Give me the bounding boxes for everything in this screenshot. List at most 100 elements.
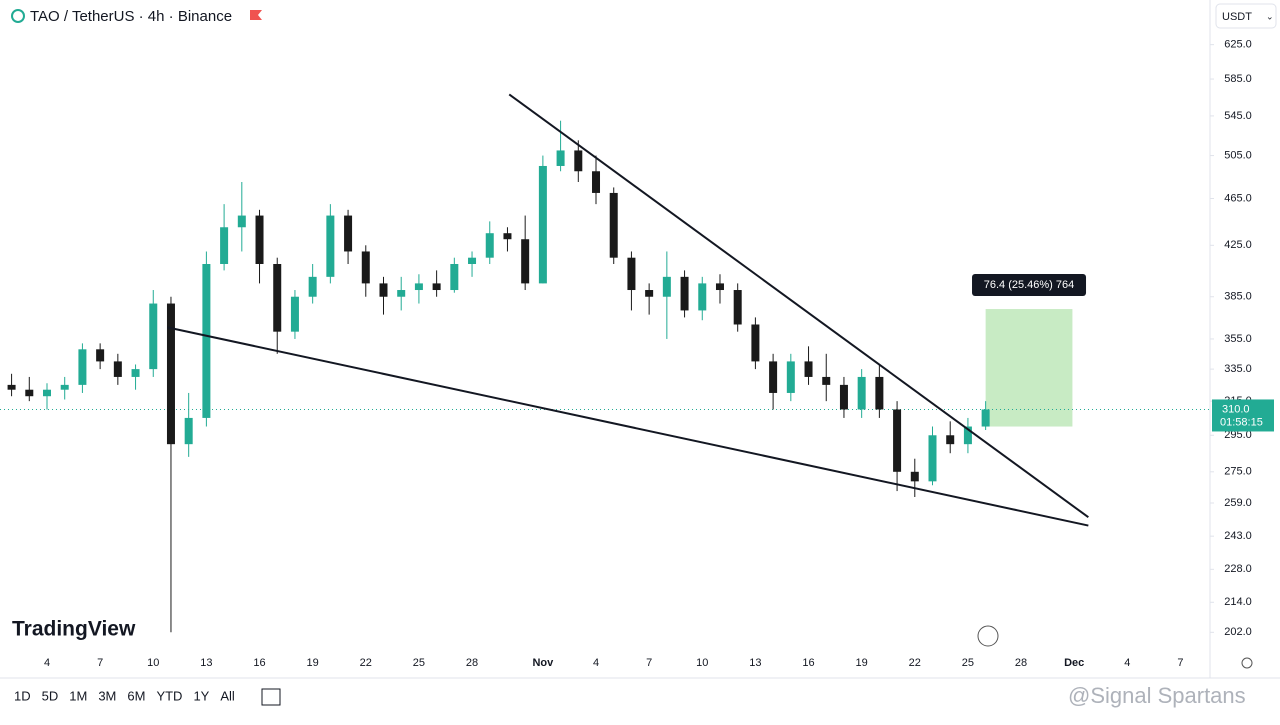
candle-body xyxy=(397,290,406,297)
candle-body xyxy=(485,233,494,258)
range-button[interactable]: 3M xyxy=(98,688,116,703)
candle-body xyxy=(43,389,51,397)
x-tick-label: 25 xyxy=(413,657,425,669)
x-tick-label: 7 xyxy=(1177,657,1183,669)
candle-body xyxy=(113,361,122,377)
candle-body xyxy=(255,215,264,265)
y-tick-label: 355.0 xyxy=(1224,333,1252,345)
candle-body xyxy=(839,384,848,410)
candle-body xyxy=(645,290,654,297)
range-button[interactable]: 6M xyxy=(127,688,145,703)
candle-body xyxy=(361,251,370,284)
candle-body xyxy=(25,389,34,397)
candle-body xyxy=(78,349,87,385)
x-tick-label: 13 xyxy=(200,657,212,669)
candle-body xyxy=(7,384,16,390)
candle-body xyxy=(503,233,512,240)
x-tick-label: 4 xyxy=(44,657,50,669)
range-label: 76.4 (25.46%) 764 xyxy=(984,279,1075,291)
candle-body xyxy=(237,215,246,228)
date-range-icon[interactable] xyxy=(261,688,281,706)
candle-body xyxy=(574,150,583,172)
range-label-bg xyxy=(972,274,1087,297)
candle-body xyxy=(432,283,441,291)
x-tick-label: 4 xyxy=(593,657,599,669)
x-tick-label: 10 xyxy=(147,657,159,669)
currency-button[interactable] xyxy=(1215,3,1277,29)
range-button[interactable]: All xyxy=(220,688,235,703)
y-tick-label: 545.0 xyxy=(1224,110,1252,122)
range-button[interactable]: 5D xyxy=(42,688,59,703)
candle-body xyxy=(379,283,388,297)
watermark-overlay: @Signal Spartans xyxy=(1068,683,1246,708)
candle-body xyxy=(822,376,831,385)
last-price-bg xyxy=(1212,399,1274,432)
x-tick-label: 16 xyxy=(253,657,265,669)
candle-body xyxy=(662,276,671,297)
x-tick-label: 22 xyxy=(360,657,372,669)
flag-icon[interactable] xyxy=(250,10,262,20)
x-tick-label: 10 xyxy=(696,657,708,669)
y-tick-label: 228.0 xyxy=(1224,563,1252,575)
candle-body xyxy=(857,376,866,410)
candle-body xyxy=(946,435,955,445)
candle-body xyxy=(910,471,919,482)
candle-body xyxy=(308,276,317,297)
trendline xyxy=(167,326,1089,527)
candle-body xyxy=(680,276,689,311)
candle-body xyxy=(928,435,937,482)
candle-body xyxy=(804,361,813,377)
watermark-logo: TradingView xyxy=(12,618,136,641)
y-tick-label: 625.0 xyxy=(1224,39,1252,51)
candle-body xyxy=(96,349,105,362)
candle-body xyxy=(715,283,724,291)
candle-body xyxy=(627,257,636,291)
x-tick-label: 28 xyxy=(466,657,478,669)
candle-body xyxy=(414,283,423,291)
countdown: 01:58:15 xyxy=(1220,416,1263,428)
candle-body xyxy=(733,290,742,325)
y-tick-label: 335.0 xyxy=(1224,363,1252,375)
candle-body xyxy=(184,417,193,445)
chevron: ⌄ xyxy=(1266,11,1274,21)
candle-body xyxy=(326,215,335,277)
candle-body xyxy=(273,264,282,332)
x-tick-label: 16 xyxy=(802,657,814,669)
candle-body xyxy=(450,264,459,291)
y-tick-label: 243.0 xyxy=(1224,530,1252,542)
candle-body xyxy=(609,192,618,258)
x-tick-label: 28 xyxy=(1015,657,1027,669)
candle-body xyxy=(538,165,547,284)
range-button[interactable]: YTD xyxy=(156,688,182,703)
currency-label[interactable]: USDT xyxy=(1222,11,1252,23)
y-tick-label: 425.0 xyxy=(1224,239,1252,251)
candle-body xyxy=(521,239,530,284)
range-button[interactable]: 1D xyxy=(14,688,31,703)
candle-body xyxy=(875,376,884,410)
range-button[interactable]: 1M xyxy=(69,688,87,703)
candle-body xyxy=(60,384,69,390)
y-tick-label: 295.0 xyxy=(1224,429,1252,441)
range-button[interactable]: 1Y xyxy=(193,688,209,703)
y-tick-label: 385.0 xyxy=(1224,291,1252,303)
settings-icon[interactable] xyxy=(1241,657,1253,669)
x-tick-label: 19 xyxy=(856,657,868,669)
candle-body xyxy=(556,150,565,166)
candle-body xyxy=(166,303,175,445)
x-tick-label: 13 xyxy=(749,657,761,669)
x-tick-label: 19 xyxy=(307,657,319,669)
candle-body xyxy=(220,227,229,265)
trendline xyxy=(508,93,1089,519)
last-price-label: 310.0 xyxy=(1222,403,1250,415)
y-tick-label: 465.0 xyxy=(1224,192,1252,204)
candle-body xyxy=(202,264,211,418)
candle-body xyxy=(698,283,707,311)
candle-body xyxy=(963,426,972,445)
candle-body xyxy=(786,361,795,393)
x-tick-label: 7 xyxy=(646,657,652,669)
replay-icon[interactable] xyxy=(977,625,999,647)
symbol-title[interactable]: TAO / TetherUS · 4h · Binance xyxy=(30,8,232,25)
